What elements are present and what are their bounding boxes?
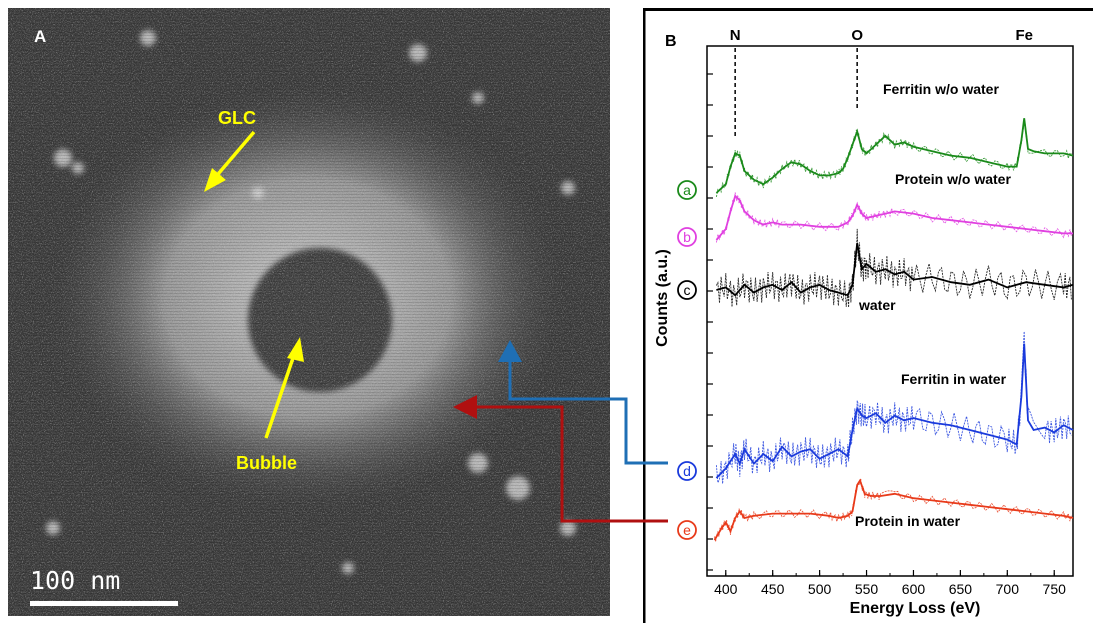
edge-label-fe: Fe (1015, 27, 1033, 44)
series-line-d (715, 343, 1074, 479)
x-tick-label: 600 (902, 581, 926, 597)
edge-label-o: O (851, 27, 863, 44)
x-tick-label: 750 (1043, 581, 1067, 597)
series-marker-b (677, 227, 697, 247)
eels-chart: B Counts (a.u.) Energy Loss (eV) 400 450 5… (642, 8, 1093, 623)
x-tick-label: 650 (949, 581, 973, 597)
panel-b-letter: B (665, 33, 677, 50)
series-line-a (715, 118, 1074, 194)
series-marker-e (677, 520, 697, 540)
series-marker-letter-d: d (683, 463, 691, 479)
panel-a-letter: A (34, 27, 46, 46)
x-tick-label: 500 (808, 581, 832, 597)
micrograph-panel: A GLC Bubble 100 nm (8, 8, 610, 616)
series-marker-letter-e: e (683, 522, 691, 538)
glc-label: GLC (218, 108, 256, 128)
x-tick-label: 550 (855, 581, 879, 597)
series-raw-d (715, 331, 1072, 484)
series-name-b: Protein w/o water (895, 171, 1011, 187)
series-name-d: Ferritin in water (901, 371, 1007, 387)
glc-arrow (204, 130, 256, 192)
x-tick-label: 700 (996, 581, 1020, 597)
edge-label-n: N (730, 27, 741, 44)
y-axis-label: Counts (a.u.) (654, 249, 671, 347)
series-line-c (716, 243, 1074, 297)
series-raw-b (715, 192, 1072, 243)
bubble-label: Bubble (236, 453, 297, 473)
spectra-panel: B Counts (a.u.) Energy Loss (eV) 400 450 5… (642, 8, 1093, 623)
x-tick-label: 450 (761, 581, 785, 597)
series-name-c: water (858, 297, 896, 313)
scale-bar-label: 100 nm (30, 566, 120, 595)
bubble-arrow (264, 337, 304, 439)
x-tick-label: 400 (714, 581, 738, 597)
series-marker-letter-a: a (683, 182, 691, 198)
series-marker-d (677, 461, 697, 481)
x-axis-label: Energy Loss (eV) (850, 600, 981, 617)
series-marker-a (677, 180, 697, 200)
series-raw-c (716, 228, 1072, 308)
series-marker-c (677, 280, 697, 300)
series-name-e: Protein in water (855, 513, 961, 529)
series-marker-letter-c: c (684, 282, 691, 298)
series-marker-letter-b: b (683, 229, 691, 245)
series-name-a: Ferritin w/o water (883, 81, 999, 97)
micrograph-image: A GLC Bubble 100 nm (8, 8, 610, 616)
series-line-b (715, 194, 1073, 241)
scale-bar (30, 601, 178, 606)
series-line-e (713, 478, 1074, 541)
